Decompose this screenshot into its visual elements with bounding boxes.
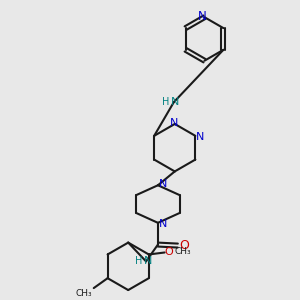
Text: O: O bbox=[164, 248, 173, 257]
Text: N: N bbox=[144, 256, 152, 266]
Text: N: N bbox=[159, 219, 167, 229]
Text: N: N bbox=[159, 179, 167, 189]
Text: H: H bbox=[135, 256, 143, 266]
Text: O: O bbox=[180, 239, 190, 252]
Text: N: N bbox=[169, 118, 178, 128]
Text: CH₃: CH₃ bbox=[76, 289, 92, 298]
Text: N: N bbox=[198, 10, 207, 23]
Text: N: N bbox=[171, 97, 179, 107]
Text: N: N bbox=[196, 132, 205, 142]
Text: H: H bbox=[162, 97, 169, 107]
Text: CH₃: CH₃ bbox=[174, 247, 191, 256]
